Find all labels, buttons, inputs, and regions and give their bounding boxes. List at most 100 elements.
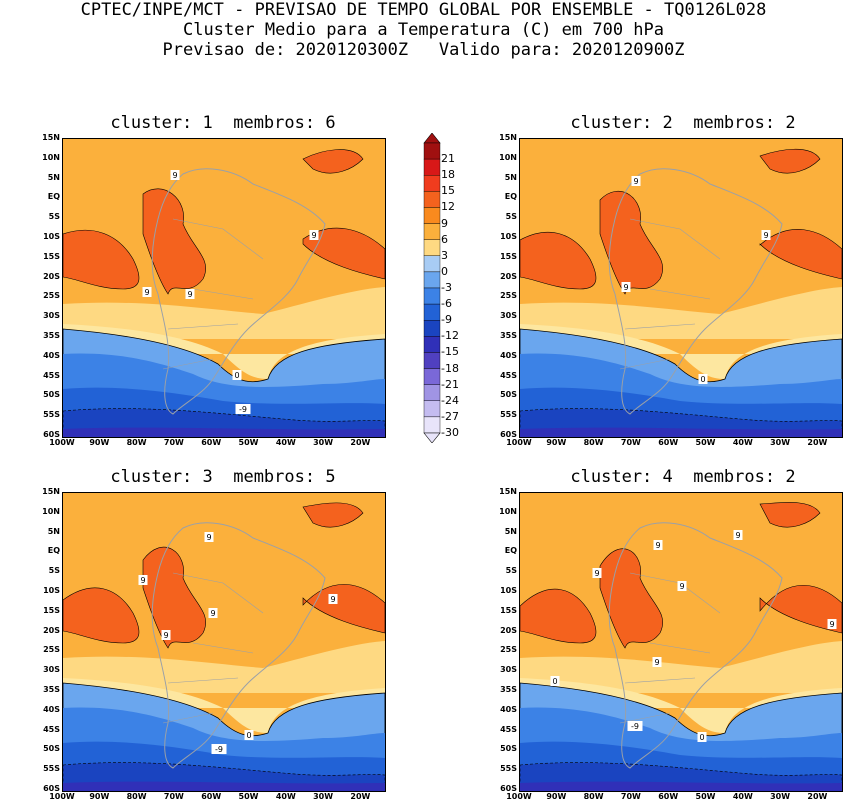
contour-label: 0 — [550, 676, 560, 686]
lon-tick-label: 90W — [89, 438, 110, 447]
lon-tick-label: 80W — [583, 438, 604, 447]
forecast-dates: Previsao de: 2020120300Z Valido para: 20… — [162, 40, 685, 60]
contour-label: 9 — [592, 568, 602, 578]
colorbar-label: -9 — [441, 313, 452, 327]
lat-tick-label: 45S — [500, 724, 517, 734]
lat-tick-label: 50S — [43, 390, 60, 400]
lon-tick-label: 80W — [126, 438, 147, 447]
colorbar-label: -18 — [441, 361, 459, 375]
panel-title: cluster: 1 membros: 6 — [110, 113, 336, 133]
contour-label: 9 — [621, 282, 631, 292]
temperature-field-map: 9 9 9 0 — [520, 139, 842, 437]
svg-text:9: 9 — [633, 177, 638, 186]
contour-label: 9 — [733, 530, 743, 540]
svg-text:-9: -9 — [631, 722, 639, 731]
contour-label: 9 — [170, 170, 180, 180]
contour-label: 9 — [827, 619, 837, 629]
colorbar-swatch — [423, 239, 441, 256]
temperature-field-map: 9 9 9 9 9 0 -9 — [63, 493, 385, 791]
lat-tick-label: 60S — [43, 784, 60, 793]
contour-label: 0 — [698, 374, 708, 384]
map-panel-3: 9 9 9 9 9 0 -9 — [62, 492, 386, 792]
temperature-field-map: 9 9 9 9 0 -9 — [63, 139, 385, 437]
lat-tick-label: EQ — [504, 192, 517, 202]
lon-tick-label: 100W — [506, 792, 532, 801]
lat-tick-label: 45S — [43, 370, 60, 380]
temperature-field-map: 9 9 9 9 9 9 0 0 -9 — [520, 493, 842, 791]
lat-tick-label: 10S — [43, 232, 60, 241]
lat-tick-label: 10N — [499, 152, 517, 162]
panel-title: cluster: 2 membros: 2 — [570, 113, 796, 133]
lon-tick-label: 60W — [201, 792, 222, 801]
lon-tick-label: 100W — [49, 792, 75, 801]
colorbar-swatch — [423, 223, 441, 240]
contour-label: 9 — [204, 532, 214, 542]
lon-tick-label: 100W — [506, 438, 532, 447]
lat-tick-label: 5N — [47, 526, 60, 536]
lon-tick-label: 50W — [695, 438, 716, 447]
lat-tick-label: 60S — [500, 430, 517, 439]
lat-tick-label: 55S — [500, 410, 517, 420]
lat-tick-label: 55S — [43, 410, 60, 420]
map-panel-4: 9 9 9 9 9 9 0 0 -9 — [519, 492, 843, 792]
lat-tick-label: 5N — [504, 526, 517, 536]
lat-tick-label: 25S — [43, 645, 60, 655]
panel-title: cluster: 4 membros: 2 — [570, 467, 796, 487]
svg-text:9: 9 — [679, 582, 684, 591]
lat-tick-label: 10N — [499, 506, 517, 516]
colorbar-swatch — [423, 303, 441, 321]
lat-tick-label: 30S — [500, 665, 517, 675]
lat-tick-label: 25S — [500, 645, 517, 655]
lat-tick-label: 5S — [505, 212, 517, 222]
svg-text:-9: -9 — [239, 405, 247, 414]
colorbar-swatch — [423, 400, 441, 418]
lon-tick-label: 50W — [695, 792, 716, 801]
lon-tick-label: 90W — [546, 792, 567, 801]
lon-tick-label: 60W — [201, 438, 222, 447]
lat-tick-label: 15S — [43, 605, 60, 615]
colorbar-label: -30 — [441, 426, 459, 439]
lat-tick-label: 35S — [500, 331, 517, 340]
contour-label: 9 — [161, 630, 171, 640]
contour-label: 9 — [142, 287, 152, 297]
lon-tick-label: 50W — [238, 438, 259, 447]
colorbar-swatch — [423, 191, 441, 208]
svg-text:0: 0 — [246, 731, 251, 740]
svg-text:9: 9 — [163, 631, 168, 640]
lat-tick-label: 30S — [43, 665, 60, 675]
lon-tick-label: 20W — [350, 792, 371, 801]
colorbar-swatch — [423, 158, 441, 176]
colorbar-swatch — [423, 336, 441, 353]
lat-tick-label: EQ — [504, 546, 517, 556]
contour-label: -9 — [211, 744, 227, 754]
colorbar-label: 6 — [441, 232, 448, 246]
lat-tick-label: 55S — [500, 764, 517, 774]
lat-tick-label: 10S — [43, 586, 60, 595]
lon-tick-label: 90W — [89, 792, 110, 801]
lat-tick-label: EQ — [47, 546, 60, 556]
colorbar-swatch — [423, 368, 441, 385]
lat-tick-label: 15N — [499, 487, 517, 496]
contour-label: 9 — [631, 176, 641, 186]
lat-tick-label: EQ — [47, 192, 60, 202]
lon-tick-label: 20W — [807, 438, 828, 447]
lat-tick-label: 25S — [500, 291, 517, 301]
colorbar-label: -24 — [441, 393, 459, 407]
lat-tick-label: 10N — [42, 152, 60, 162]
svg-text:9: 9 — [172, 171, 177, 180]
lat-tick-label: 60S — [500, 784, 517, 793]
colorbar-label: 15 — [441, 184, 455, 198]
svg-text:9: 9 — [655, 541, 660, 550]
lat-tick-label: 15S — [500, 605, 517, 615]
colorbar-swatch — [423, 255, 441, 273]
svg-text:9: 9 — [829, 620, 834, 629]
lon-tick-label: 60W — [658, 438, 679, 447]
contour-label: 9 — [677, 581, 687, 591]
lon-tick-label: 100W — [49, 438, 75, 447]
lon-tick-label: 40W — [732, 438, 753, 447]
colorbar-label: 18 — [441, 168, 455, 182]
lat-tick-label: 10S — [500, 232, 517, 241]
svg-text:0: 0 — [552, 677, 557, 686]
lat-tick-label: 15N — [42, 133, 60, 142]
lat-tick-label: 20S — [43, 271, 60, 281]
